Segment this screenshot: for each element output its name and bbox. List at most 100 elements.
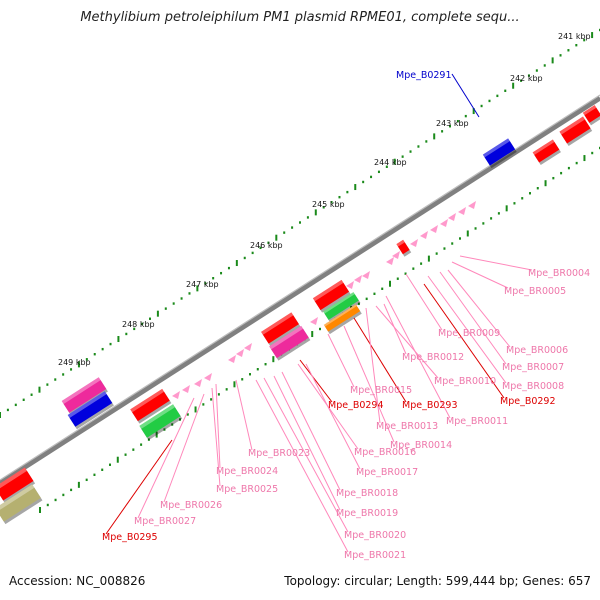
repeat-arrow [468, 201, 476, 209]
gene-block-face [396, 239, 410, 255]
inner-tick [171, 423, 174, 426]
inner-tick [233, 381, 236, 388]
outer-tick [535, 69, 538, 72]
gene-label: Mpe_BR0025 [216, 484, 278, 495]
inner-tick [62, 493, 65, 497]
gene-label: Mpe_BR0023 [248, 448, 310, 459]
outer-tick [180, 297, 183, 300]
outer-tick [291, 226, 294, 229]
inner-tick [427, 255, 430, 262]
kbp-label: 243 kbp [436, 119, 469, 128]
gene-block-orange [323, 304, 362, 335]
outer-tick [449, 125, 451, 128]
gene-block-face [139, 404, 181, 438]
leader-line [299, 359, 333, 403]
outer-tick [46, 383, 49, 386]
outer-tick [133, 327, 136, 331]
repeat-arrow [420, 231, 428, 239]
topology-summary: Topology: circular; Length: 599,444 bp; … [284, 574, 591, 588]
gene-block-red [396, 239, 412, 257]
gene-block-highlight [482, 138, 510, 158]
inner-tick [560, 171, 563, 175]
inner-tick [490, 217, 493, 220]
repeat-arrow [172, 391, 180, 399]
inner-tick [412, 267, 415, 270]
inner-tick [54, 498, 57, 502]
outer-tick [299, 221, 301, 224]
outer-tick [433, 133, 436, 140]
inner-tick [256, 368, 259, 371]
gene-block-highlight [559, 116, 585, 135]
inner-tick [311, 331, 314, 338]
tick-marks [0, 28, 600, 513]
gene-label: Mpe_B0295 [102, 532, 158, 543]
gene-label: Mpe_B0292 [500, 396, 556, 407]
gene-block-face [269, 325, 309, 359]
gene-block-red [559, 116, 593, 146]
outer-tick [464, 114, 467, 118]
outer-tick [212, 277, 215, 280]
inner-tick [155, 431, 158, 438]
gene-label: Mpe_BR0027 [134, 516, 196, 527]
outer-tick [172, 302, 175, 305]
outer-tick [77, 361, 80, 368]
outer-tick [283, 231, 286, 234]
leader-line [327, 333, 355, 388]
gene-label: Mpe_B0294 [328, 400, 384, 411]
kbp-label: 249 kbp [58, 358, 91, 367]
outer-tick [85, 358, 88, 361]
gene-label: Mpe_BR0011 [446, 416, 508, 427]
gene-block-highlight [0, 467, 27, 491]
repeat-arrow [346, 281, 354, 289]
outer-tick [30, 393, 33, 396]
repeat-arrow [182, 385, 190, 393]
inner-tick [365, 297, 368, 301]
gene-label: Mpe_BR0020 [344, 530, 406, 541]
outer-tick [504, 89, 507, 92]
gene-block-red [312, 279, 351, 313]
gene-block-magenta [61, 377, 108, 416]
leader-line [439, 271, 507, 365]
repeat-arrow [194, 379, 202, 387]
gene-label: Mpe_BR0018 [336, 488, 398, 499]
gene-label: Mpe_BR0015 [350, 385, 412, 396]
outer-tick [188, 292, 191, 295]
gene-label: Mpe_BR0026 [160, 500, 222, 511]
kbp-label: 245 kbp [312, 200, 345, 209]
kbp-label: 248 kbp [122, 320, 155, 329]
leader-line [105, 439, 173, 535]
leader-line [343, 325, 395, 443]
gene-block-blue [67, 391, 114, 430]
repeat-arrow [440, 219, 448, 227]
inner-tick [459, 237, 461, 240]
outer-tick [496, 94, 499, 98]
gene-features [0, 105, 600, 525]
leader-line [255, 379, 349, 553]
gene-block-highlight [67, 391, 107, 418]
inner-tick [124, 453, 127, 456]
outer-tick [22, 398, 25, 402]
map-title: Methylibium petroleiphilum PM1 plasmid R… [80, 10, 520, 25]
outer-tick [385, 165, 388, 168]
outer-tick [101, 347, 104, 351]
gene-block-green [323, 292, 361, 323]
outer-tick [346, 190, 349, 194]
inner-tick [536, 187, 539, 190]
outer-tick [322, 206, 325, 209]
kbp-scale-labels: 241 kbp 242 kbp 243 kbp 244 kbp 245 kbp 246 k… [58, 32, 591, 367]
outer-tick [559, 54, 562, 57]
outer-tick [117, 336, 120, 343]
outer-tick [409, 150, 412, 153]
gene-block-face [61, 377, 107, 413]
leader-line [451, 261, 509, 289]
outer-tick [149, 317, 151, 320]
leader-line [263, 377, 349, 533]
gene-block-olive [0, 484, 43, 525]
gene-block-highlight [532, 139, 555, 155]
outer-tick [243, 256, 246, 260]
inner-tick [567, 166, 570, 170]
gene-label: Mpe_BR0019 [336, 508, 398, 519]
inner-tick [482, 222, 485, 225]
inner-tick [77, 481, 80, 488]
